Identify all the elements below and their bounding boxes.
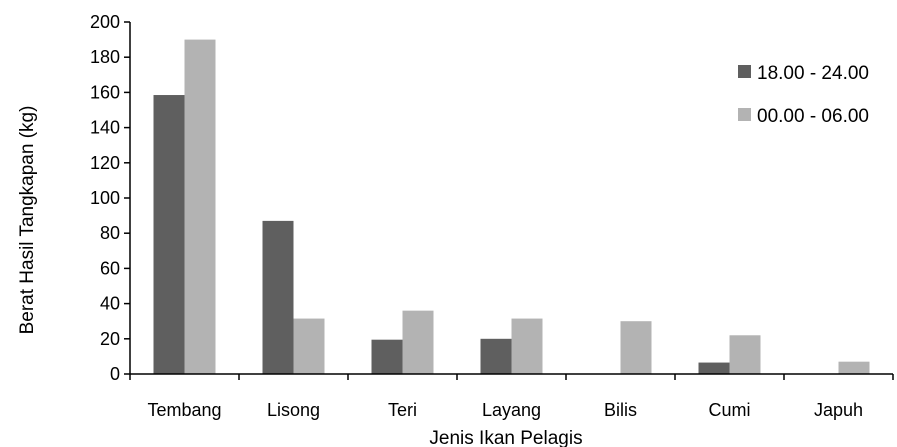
legend-label-18-00-24-00: 18.00 - 24.00 [757,63,869,84]
y-tick-label: 160 [90,82,120,102]
legend-swatch-00-00-06-00 [738,108,751,121]
bar-lisong-00-00-06-00 [293,318,325,374]
y-tick-label: 0 [110,364,120,384]
bar-japuh-00-00-06-00 [838,361,870,374]
y-tick-label: 200 [90,12,120,32]
y-tick-label: 180 [90,47,120,67]
y-tick-label: 140 [90,118,120,138]
x-axis-ticks: Tembang Lisong Teri Layang Bilis Cumi Japuh [129,374,894,420]
bar-cumi-00-00-06-00 [729,335,761,374]
bar-cumi-18-00-24-00 [698,362,730,374]
bar-teri-00-00-06-00 [402,310,434,374]
y-axis-title: Berat Hasil Tangkapan (kg) [17,106,38,335]
legend-swatch-18-00-24-00 [738,65,751,78]
bars-layer [153,39,870,374]
y-tick-label: 120 [90,153,120,173]
legend: 18.00 - 24.00 00.00 - 06.00 [738,63,869,127]
bar-tembang-18-00-24-00 [153,95,185,374]
x-tick-label-teri: Teri [388,400,417,420]
x-tick-label-japuh: Japuh [814,400,863,420]
x-tick-label-cumi: Cumi [708,400,750,420]
bar-layang-18-00-24-00 [480,338,512,374]
y-tick-label: 80 [100,223,120,243]
bar-teri-18-00-24-00 [371,339,403,374]
y-axis-ticks: 0 20 40 60 80 100 120 140 160 180 200 [90,12,130,384]
y-tick-label: 60 [100,258,120,278]
bar-bilis-00-00-06-00 [620,321,652,374]
bar-tembang-00-00-06-00 [184,39,216,374]
x-tick-label-layang: Layang [482,400,541,420]
x-axis-title: Jenis Ikan Pelagis [429,428,582,447]
x-tick-label-tembang: Tembang [147,400,221,420]
bar-layang-00-00-06-00 [511,318,543,374]
legend-label-00-00-06-00: 00.00 - 06.00 [757,106,869,127]
bar-lisong-18-00-24-00 [262,220,294,374]
x-tick-label-lisong: Lisong [267,400,320,420]
y-tick-label: 20 [100,329,120,349]
y-tick-label: 100 [90,188,120,208]
y-tick-label: 40 [100,294,120,314]
x-tick-label-bilis: Bilis [604,400,637,420]
